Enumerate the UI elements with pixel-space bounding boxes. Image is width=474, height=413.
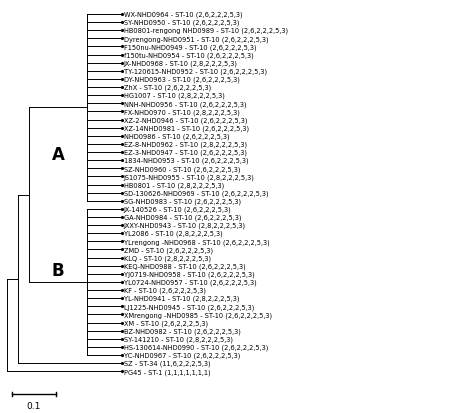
Text: 0.1: 0.1 bbox=[27, 401, 41, 410]
Text: KLQ - ST-10 (2,8,2,2,2,5,3): KLQ - ST-10 (2,8,2,2,2,5,3) bbox=[124, 255, 211, 261]
Text: TY-120615-NHD0952 - ST-10 (2,6,2,2,2,5,3): TY-120615-NHD0952 - ST-10 (2,6,2,2,2,5,3… bbox=[124, 69, 267, 75]
Text: F150nu-NHD0949 - ST-10 (2,6,2,2,2,5,3): F150nu-NHD0949 - ST-10 (2,6,2,2,2,5,3) bbox=[124, 44, 256, 50]
Text: DY-NHD0963 - ST-10 (2,6,2,2,2,5,3): DY-NHD0963 - ST-10 (2,6,2,2,2,5,3) bbox=[124, 76, 240, 83]
Text: YJ0719-NHD0958 - ST-10 (2,6,2,2,2,5,3): YJ0719-NHD0958 - ST-10 (2,6,2,2,2,5,3) bbox=[124, 271, 255, 278]
Text: PG45 - ST-1 (1,1,1,1,1,1,1): PG45 - ST-1 (1,1,1,1,1,1,1) bbox=[124, 368, 210, 375]
Text: SG-NHD0983 - ST-10 (2,6,2,2,2,5,3): SG-NHD0983 - ST-10 (2,6,2,2,2,5,3) bbox=[124, 198, 241, 204]
Text: JX-NHD0968 - ST-10 (2,8,2,2,2,5,3): JX-NHD0968 - ST-10 (2,8,2,2,2,5,3) bbox=[124, 60, 238, 67]
Text: ZMD - ST-10 (2,6,2,2,2,5,3): ZMD - ST-10 (2,6,2,2,2,5,3) bbox=[124, 247, 213, 253]
Text: YC-NHD0967 - ST-10 (2,6,2,2,2,5,3): YC-NHD0967 - ST-10 (2,6,2,2,2,5,3) bbox=[124, 352, 240, 358]
Text: EZ-8-NHD0962 - ST-10 (2,8,2,2,2,5,3): EZ-8-NHD0962 - ST-10 (2,8,2,2,2,5,3) bbox=[124, 141, 247, 148]
Text: WX-NHD0964 - ST-10 (2,6,2,2,2,5,3): WX-NHD0964 - ST-10 (2,6,2,2,2,5,3) bbox=[124, 12, 243, 18]
Text: HB0801 - ST-10 (2,8,2,2,2,5,3): HB0801 - ST-10 (2,8,2,2,2,5,3) bbox=[124, 182, 224, 188]
Text: XM - ST-10 (2,6,2,2,2,5,3): XM - ST-10 (2,6,2,2,2,5,3) bbox=[124, 320, 208, 326]
Text: XMrengong -NHD0985 - ST-10 (2,6,2,2,2,5,3): XMrengong -NHD0985 - ST-10 (2,6,2,2,2,5,… bbox=[124, 311, 272, 318]
Text: JX-140526 - ST-10 (2,6,2,2,2,5,3): JX-140526 - ST-10 (2,6,2,2,2,5,3) bbox=[124, 206, 232, 213]
Text: SY-141210 - ST-10 (2,8,2,2,2,5,3): SY-141210 - ST-10 (2,8,2,2,2,5,3) bbox=[124, 336, 233, 342]
Text: YL-NHD0941 - ST-10 (2,8,2,2,2,5,3): YL-NHD0941 - ST-10 (2,8,2,2,2,5,3) bbox=[124, 295, 239, 302]
Text: NHD0986 - ST-10 (2,6,2,2,2,5,3): NHD0986 - ST-10 (2,6,2,2,2,5,3) bbox=[124, 133, 229, 140]
Text: SZ - ST-34 (11,6,2,2,2,5,3): SZ - ST-34 (11,6,2,2,2,5,3) bbox=[124, 360, 210, 367]
Text: KF - ST-10 (2,6,2,2,2,5,3): KF - ST-10 (2,6,2,2,2,5,3) bbox=[124, 287, 206, 294]
Text: KEQ-NHD0988 - ST-10 (2,6,2,2,2,5,3): KEQ-NHD0988 - ST-10 (2,6,2,2,2,5,3) bbox=[124, 263, 246, 269]
Text: HS-130614-NHD0990 - ST-10 (2,6,2,2,2,5,3): HS-130614-NHD0990 - ST-10 (2,6,2,2,2,5,3… bbox=[124, 344, 268, 350]
Text: SZ-NHD0960 - ST-10 (2,6,2,2,2,5,3): SZ-NHD0960 - ST-10 (2,6,2,2,2,5,3) bbox=[124, 166, 240, 172]
Text: FX-NHD0970 - ST-10 (2,8,2,2,2,5,3): FX-NHD0970 - ST-10 (2,8,2,2,2,5,3) bbox=[124, 109, 240, 115]
Text: XZ-14NHD0981 - ST-10 (2,6,2,2,2,5,3): XZ-14NHD0981 - ST-10 (2,6,2,2,2,5,3) bbox=[124, 125, 249, 132]
Text: ZhX - ST-10 (2,6,2,2,2,5,3): ZhX - ST-10 (2,6,2,2,2,5,3) bbox=[124, 85, 211, 91]
Text: GA-NHD0984 - ST-10 (2,6,2,2,2,5,3): GA-NHD0984 - ST-10 (2,6,2,2,2,5,3) bbox=[124, 214, 241, 221]
Text: JXXY-NHD0943 - ST-10 (2,8,2,2,2,5,3): JXXY-NHD0943 - ST-10 (2,8,2,2,2,5,3) bbox=[124, 222, 246, 229]
Text: SD-130626-NHD0969 - ST-10 (2,6,2,2,2,5,3): SD-130626-NHD0969 - ST-10 (2,6,2,2,2,5,3… bbox=[124, 190, 268, 197]
Text: LJ1225-NHD0945 - ST-10 (2,6,2,2,2,5,3): LJ1225-NHD0945 - ST-10 (2,6,2,2,2,5,3) bbox=[124, 304, 254, 310]
Text: NNH-NHD0956 - ST-10 (2,6,2,2,2,5,3): NNH-NHD0956 - ST-10 (2,6,2,2,2,5,3) bbox=[124, 101, 246, 107]
Text: YL0724-NHD0957 - ST-10 (2,6,2,2,2,5,3): YL0724-NHD0957 - ST-10 (2,6,2,2,2,5,3) bbox=[124, 279, 256, 285]
Text: HG1007 - ST-10 (2,8,2,2,2,5,3): HG1007 - ST-10 (2,8,2,2,2,5,3) bbox=[124, 93, 225, 99]
Text: f150tu-NHD0954 - ST-10 (2,6,2,2,2,5,3): f150tu-NHD0954 - ST-10 (2,6,2,2,2,5,3) bbox=[124, 52, 254, 59]
Text: BZ-NHD0982 - ST-10 (2,6,2,2,2,5,3): BZ-NHD0982 - ST-10 (2,6,2,2,2,5,3) bbox=[124, 328, 241, 334]
Text: B: B bbox=[52, 261, 64, 279]
Text: Dyrengong-NHD0951 - ST-10 (2,6,2,2,2,5,3): Dyrengong-NHD0951 - ST-10 (2,6,2,2,2,5,3… bbox=[124, 36, 268, 43]
Text: YL2086 - ST-10 (2,8,2,2,2,5,3): YL2086 - ST-10 (2,8,2,2,2,5,3) bbox=[124, 230, 223, 237]
Text: XZ-2-NHD0946 - ST-10 (2,6,2,2,2,5,3): XZ-2-NHD0946 - ST-10 (2,6,2,2,2,5,3) bbox=[124, 117, 247, 123]
Text: 1834-NHD0953 - ST-10 (2,6,2,2,2,5,3): 1834-NHD0953 - ST-10 (2,6,2,2,2,5,3) bbox=[124, 157, 248, 164]
Text: EZ-3-NHD0947 - ST-10 (2,6,2,2,2,5,3): EZ-3-NHD0947 - ST-10 (2,6,2,2,2,5,3) bbox=[124, 150, 247, 156]
Text: HB0801-rengong NHD0989 - ST-10 (2,6,2,2,2,5,3): HB0801-rengong NHD0989 - ST-10 (2,6,2,2,… bbox=[124, 28, 288, 34]
Text: A: A bbox=[52, 146, 64, 164]
Text: YLrengong -NHD0968 - ST-10 (2,6,2,2,2,5,3): YLrengong -NHD0968 - ST-10 (2,6,2,2,2,5,… bbox=[124, 239, 270, 245]
Text: SY-NHD0950 - ST-10 (2,6,2,2,2,5,3): SY-NHD0950 - ST-10 (2,6,2,2,2,5,3) bbox=[124, 20, 239, 26]
Text: JS1075-NHD0955 - ST-10 (2,8,2,2,2,5,3): JS1075-NHD0955 - ST-10 (2,8,2,2,2,5,3) bbox=[124, 174, 255, 180]
